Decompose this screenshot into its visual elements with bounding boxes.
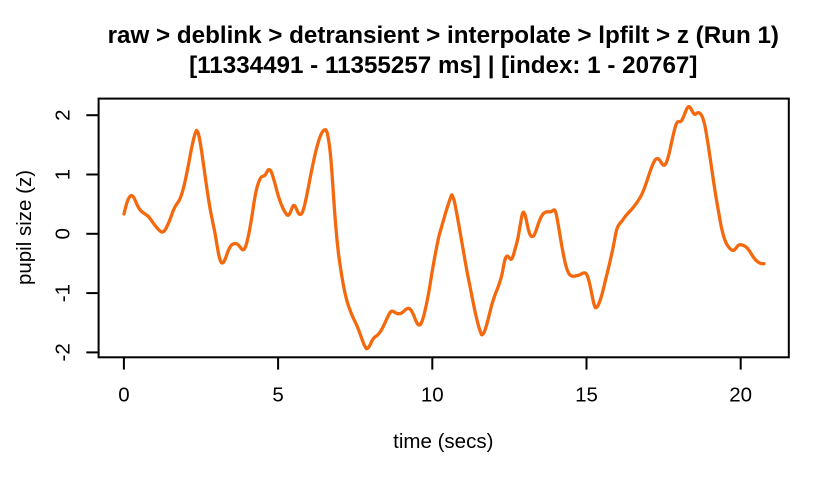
svg-text:pupil size (z): pupil size (z): [13, 170, 36, 285]
svg-text:raw > deblink > detransient >: raw > deblink > detransient > interpolat…: [108, 22, 779, 49]
svg-text:10: 10: [421, 384, 444, 407]
svg-text:5: 5: [272, 384, 283, 407]
svg-text:-2: -2: [52, 343, 75, 361]
svg-text:-1: -1: [52, 284, 75, 302]
svg-text:0: 0: [52, 228, 75, 239]
svg-text:time (secs): time (secs): [393, 430, 493, 453]
svg-text:1: 1: [52, 169, 75, 180]
svg-text:0: 0: [118, 384, 129, 407]
svg-text:15: 15: [575, 384, 598, 407]
svg-text:2: 2: [52, 109, 75, 120]
svg-text:20: 20: [729, 384, 752, 407]
svg-text:[11334491 - 11355257 ms] | [in: [11334491 - 11355257 ms] | [index: 1 - 2…: [189, 52, 697, 79]
